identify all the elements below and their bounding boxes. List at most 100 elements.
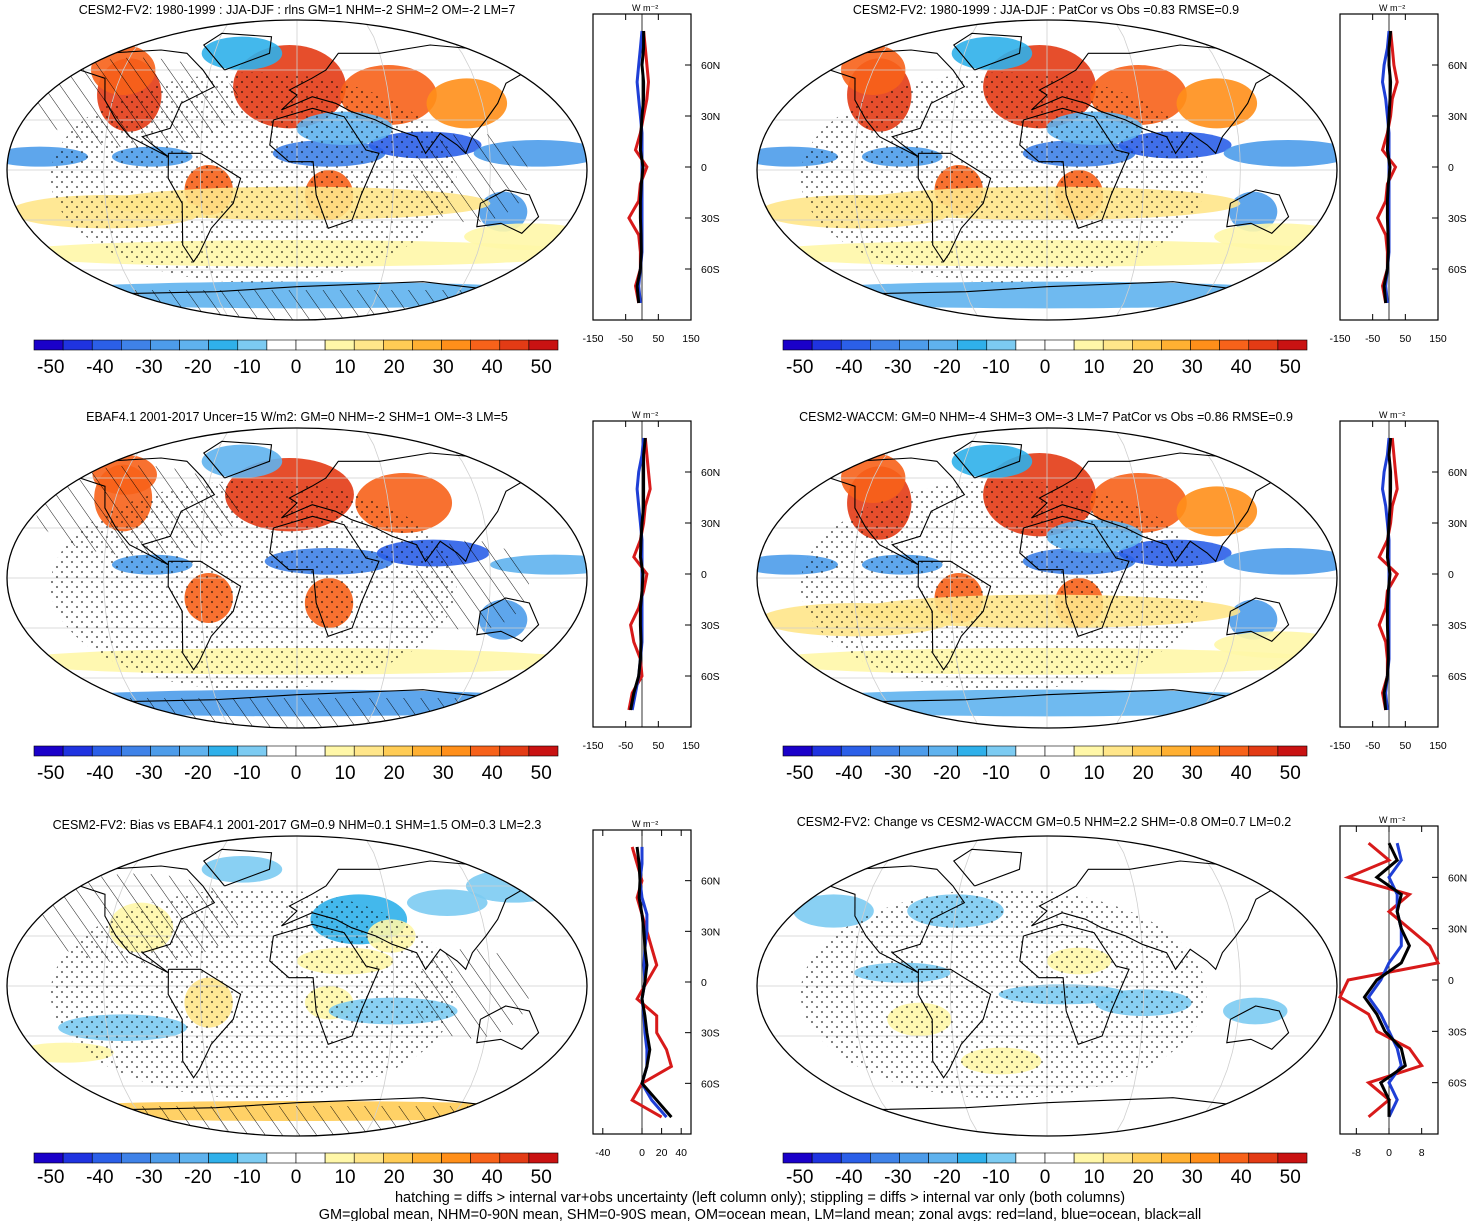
zonal-x-tick-label: -50 xyxy=(618,333,633,345)
colorbar-swatch xyxy=(412,1152,442,1164)
colorbar-swatch xyxy=(811,1152,842,1164)
colorbar-swatch xyxy=(1190,339,1220,351)
colorbar-swatch xyxy=(870,745,900,757)
zonal-lat-label: 30N xyxy=(1448,924,1467,936)
colorbar-swatch xyxy=(811,339,842,351)
zonal-x-tick-label: -50 xyxy=(1365,740,1380,752)
zonal-units-label: W m⁻² xyxy=(632,3,658,13)
colorbar-swatch xyxy=(928,745,958,757)
zonal-lat-label: 60N xyxy=(1448,60,1467,72)
panel-5-map xyxy=(6,835,588,1137)
colorbar-swatch xyxy=(1015,1152,1046,1164)
colorbar-swatch xyxy=(121,1152,151,1164)
colorbar-tick-label: -20 xyxy=(184,1167,211,1188)
colorbar-swatch xyxy=(1015,745,1046,757)
colorbar-tick-label: 20 xyxy=(1133,763,1154,784)
panel-3: EBAF4.1 2001-2017 Uncer=15 W/m2: GM=0 NH… xyxy=(6,410,720,784)
hatching xyxy=(413,132,529,223)
colorbar-swatch xyxy=(928,1152,958,1164)
colorbar-swatch xyxy=(1219,1152,1250,1164)
coastline xyxy=(167,968,242,1079)
anomaly-region xyxy=(951,36,1033,70)
colorbar-swatch xyxy=(383,339,413,351)
hatching xyxy=(36,57,239,148)
colorbar-tick-label: 40 xyxy=(1231,357,1252,378)
colorbar-swatch xyxy=(441,1152,471,1164)
panel-1-colorbar: -50 -40 -30 -20 -10 0 10 20 30 40 50 xyxy=(33,339,559,378)
colorbar-tick-label: 40 xyxy=(482,763,503,784)
map-border xyxy=(6,427,588,729)
coastline xyxy=(917,968,992,1079)
colorbar-swatch xyxy=(470,745,501,757)
zonal-lat-label: 30S xyxy=(701,1028,720,1040)
map-border xyxy=(6,19,588,321)
colorbar-tick-label: -30 xyxy=(884,357,911,378)
colorbar-swatch xyxy=(91,339,122,351)
zonal-all-line xyxy=(629,437,647,711)
colorbar-swatch xyxy=(928,339,958,351)
colorbar-tick-label: -20 xyxy=(184,763,211,784)
colorbar-swatch xyxy=(782,1152,813,1164)
panel-5-zonal-plot: -40 0 20 40 60N 30N 0 30S 60S W m⁻² xyxy=(592,819,720,1159)
colorbar-swatch xyxy=(33,1152,64,1164)
zonal-lat-label: 30S xyxy=(1448,213,1467,225)
colorbar-tick-label: -10 xyxy=(233,357,260,378)
anomaly-region xyxy=(951,444,1033,479)
coastline xyxy=(1226,1005,1290,1050)
colorbar-swatch xyxy=(266,1152,297,1164)
colorbar-tick-label: -30 xyxy=(135,763,162,784)
zonal-all-line xyxy=(635,846,673,1119)
zonal-lat-label: 0 xyxy=(1448,975,1454,987)
zonal-lat-label: 60S xyxy=(1448,671,1467,683)
colorbar-swatch xyxy=(383,745,413,757)
colorbar-tick-label: -50 xyxy=(786,357,813,378)
coastline xyxy=(63,457,216,566)
colorbar-swatch xyxy=(150,339,180,351)
colorbar-swatch xyxy=(1102,339,1133,351)
panel-6: CESM2-FV2: Change vs CESM2-WACCM GM=0.5 … xyxy=(756,815,1467,1188)
zonal-lat-label: 60S xyxy=(701,1078,720,1090)
colorbar-swatch xyxy=(499,339,530,351)
zonal-lat-label: 60S xyxy=(701,671,720,683)
map-field xyxy=(7,20,587,320)
colorbar-swatch xyxy=(353,745,384,757)
colorbar-tick-label: 0 xyxy=(291,763,302,784)
colorbar-swatch xyxy=(150,1152,180,1164)
colorbar-swatch xyxy=(237,745,268,757)
colorbar-tick-label: -30 xyxy=(135,1167,162,1188)
anomaly-region xyxy=(426,78,508,129)
colorbar-tick-label: 20 xyxy=(1133,357,1154,378)
colorbar-swatch xyxy=(499,745,530,757)
coastline xyxy=(807,1097,1287,1112)
coastline xyxy=(1226,597,1290,642)
colorbar-swatch xyxy=(1044,339,1075,351)
zonal-x-tick-label: 20 xyxy=(656,1147,668,1159)
colorbar-tick-label: -20 xyxy=(933,1167,960,1188)
colorbar-tick-label: -50 xyxy=(37,763,64,784)
colorbar-swatch xyxy=(1161,339,1191,351)
zonal-x-tick-label: 40 xyxy=(675,1147,687,1159)
coastline xyxy=(57,1097,537,1112)
colorbar-tick-label: -50 xyxy=(37,357,64,378)
coastline xyxy=(952,32,1023,71)
colorbar-swatch xyxy=(1277,1152,1308,1164)
map-field xyxy=(7,836,587,1136)
colorbar-swatch xyxy=(295,339,326,351)
colorbar-tick-label: -30 xyxy=(884,1167,911,1188)
colorbar-swatch xyxy=(208,1152,239,1164)
colorbar-swatch xyxy=(266,745,297,757)
panel-5-colorbar: -50 -40 -30 -20 -10 0 10 20 30 40 50 xyxy=(33,1152,559,1188)
coastline xyxy=(952,848,1023,887)
colorbar-swatch xyxy=(1277,339,1308,351)
anomaly-region xyxy=(201,856,283,883)
colorbar-tick-label: -20 xyxy=(933,763,960,784)
colorbar-tick-label: -40 xyxy=(835,357,862,378)
zonal-lat-label: 0 xyxy=(701,977,707,989)
panel-2: CESM2-FV2: 1980-1999 : JJA-DJF : PatCor … xyxy=(756,3,1467,378)
panel-4-title: CESM2-WACCM: GM=0 NHM=-4 SHM=3 OM=-3 LM=… xyxy=(799,410,1293,424)
colorbar-swatch xyxy=(957,339,988,351)
coastline xyxy=(281,860,536,971)
panel-4-map xyxy=(756,427,1338,729)
zonal-lat-label: 30S xyxy=(1448,620,1467,632)
panel-4-colorbar: -50 -40 -30 -20 -10 0 10 20 30 40 50 xyxy=(782,745,1308,784)
